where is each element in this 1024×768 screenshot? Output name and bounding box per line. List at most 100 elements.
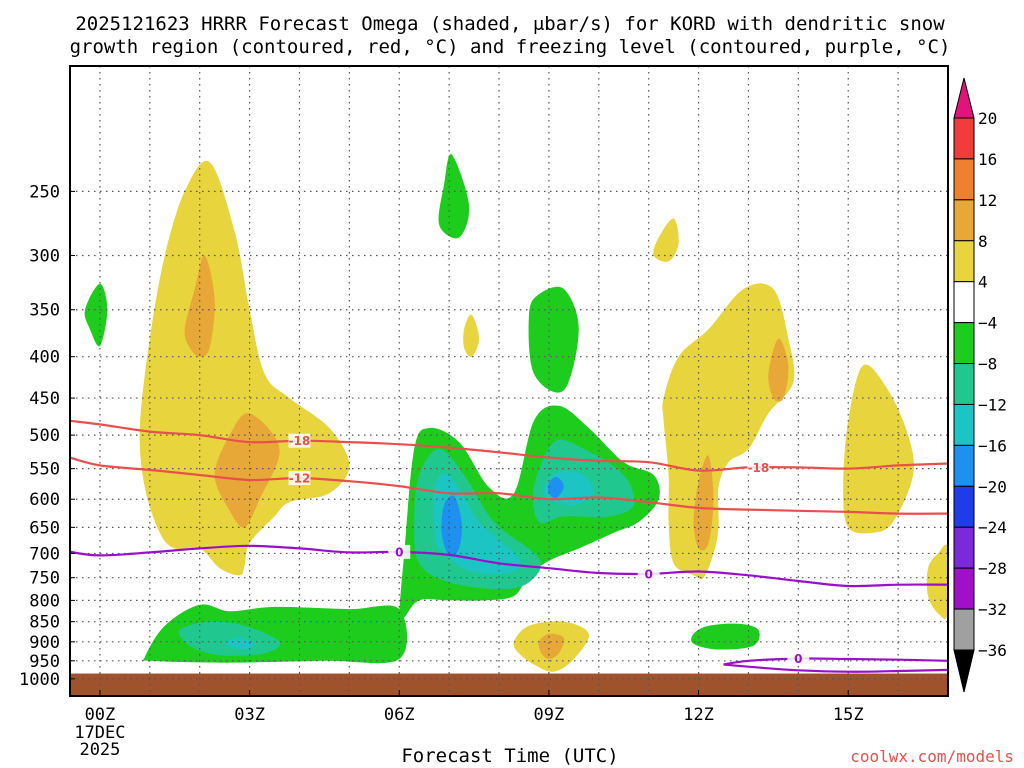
y-tick-600: 600 — [29, 490, 60, 510]
omega-region-dn-m-7 — [538, 633, 565, 659]
x-axis-label: Forecast Time (UTC) — [401, 745, 618, 767]
omega-region-up-w-7 — [691, 623, 760, 650]
colorbar-label-8: −16 — [978, 436, 1007, 455]
colorbar-box-11 — [953, 567, 975, 610]
contour-label-bg-dgz-minus18-0 — [288, 433, 311, 448]
y-tick-750: 750 — [29, 569, 60, 589]
colorbar-box-5 — [953, 322, 975, 365]
colorbar-box-0 — [953, 117, 975, 160]
y-tick-1000: 1000 — [19, 670, 60, 690]
y-tick-850: 850 — [29, 613, 60, 633]
contour-lines — [70, 419, 948, 673]
omega-region-dn-m-4 — [693, 455, 714, 551]
omega-region-up-w-3 — [528, 286, 579, 393]
colorbar-box-7 — [953, 403, 975, 446]
contour-dgz-minus12 — [70, 456, 948, 515]
y-tick-500: 500 — [29, 426, 60, 446]
contour-label-freezing-0-low-0: 0 — [794, 652, 802, 666]
colorbar-label-0: 20 — [978, 109, 997, 128]
contour-label-bg-freezing-0-low-0 — [787, 651, 810, 666]
contour-freezing-0-low-b — [723, 663, 948, 673]
omega-region-up-s-6 — [224, 637, 255, 650]
x-tick-00Z: 00Z — [85, 705, 116, 725]
y-tick-650: 650 — [29, 518, 60, 538]
y-tick-250: 250 — [29, 182, 60, 202]
y-tick-950: 950 — [29, 652, 60, 672]
omega-region-dn-w-2 — [463, 314, 480, 357]
contour-label-bg-dgz-minus12-0 — [288, 471, 311, 486]
x-tick-date-00Z: 17DEC — [74, 723, 125, 743]
colorbar-box-6 — [953, 363, 975, 405]
omega-regions — [84, 154, 948, 672]
colorbar-top-arrow — [953, 77, 975, 119]
contour-freezing-0-low — [723, 657, 948, 666]
omega-region-dn-w-3 — [653, 218, 679, 262]
x-tick-03Z: 03Z — [234, 705, 265, 725]
colorbar-label-12: −32 — [978, 600, 1007, 619]
colorbar-label-2: 12 — [978, 191, 997, 210]
colorbar-label-5: −4 — [978, 314, 997, 333]
x-tick-09Z: 09Z — [534, 705, 565, 725]
colorbar-box-10 — [953, 526, 975, 569]
y-tick-900: 900 — [29, 633, 60, 653]
colorbar-label-11: −28 — [978, 559, 1007, 578]
omega-region-dn-m-3 — [768, 338, 789, 402]
colorbar-box-8 — [953, 444, 975, 487]
plot-frame — [69, 65, 949, 697]
grid-lines — [70, 66, 948, 696]
contour-freezing-0 — [70, 544, 948, 588]
ground-rect — [70, 673, 948, 696]
colorbar-label-3: 8 — [978, 232, 988, 251]
colorbar: 20 16 12 8 4 −4 −8 −12 −16 −20 −24 −28 −32 −36 — [953, 77, 1007, 693]
colorbar-label-6: −8 — [978, 355, 997, 374]
colorbar-label-7: −12 — [978, 395, 1007, 414]
omega-region-dn-w-5 — [843, 364, 914, 534]
colorbar-box-3 — [953, 240, 975, 283]
omega-region-dn-w-4 — [662, 283, 795, 580]
contour-labels: -18 -18 -12 0 0 0 — [288, 433, 810, 666]
contour-label-freezing-0-0: 0 — [395, 545, 403, 559]
y-tick-700: 700 — [29, 544, 60, 564]
contour-label-bg-freezing-0-1 — [637, 566, 660, 581]
x-tick-06Z: 06Z — [384, 705, 415, 725]
contour-label-dgz-minus18-0: -18 — [289, 434, 311, 448]
contour-dgz-minus18 — [70, 419, 948, 472]
omega-region-up-x-4 — [441, 495, 462, 557]
contour-label-bg-freezing-0-0 — [388, 544, 411, 559]
omega-region-up-w-2 — [438, 154, 470, 239]
x-tick-year-00Z: 2025 — [79, 740, 120, 760]
colorbar-box-4 — [953, 281, 975, 324]
colorbar-bottom-arrow — [953, 649, 975, 693]
chart-title-line2: growth region (contoured, red, °C) and f… — [70, 36, 951, 58]
colorbar-label-13: −36 — [978, 641, 1007, 660]
contour-label-bg-dgz-minus18-1 — [747, 460, 770, 475]
omega-region-up-m-6 — [178, 621, 281, 656]
y-tick-300: 300 — [29, 247, 60, 267]
y-tick-800: 800 — [29, 591, 60, 611]
colorbar-label-1: 16 — [978, 150, 997, 169]
colorbar-label-4: 4 — [978, 273, 988, 292]
chart-title-line1: 2025121623 HRRR Forecast Omega (shaded, … — [75, 13, 945, 35]
y-tick-350: 350 — [29, 301, 60, 321]
contour-label-freezing-0-1: 0 — [645, 567, 653, 581]
colorbar-box-2 — [953, 199, 975, 242]
x-tick-15Z: 15Z — [833, 705, 864, 725]
y-tick-450: 450 — [29, 389, 60, 409]
colorbar-label-10: −24 — [978, 518, 1007, 537]
credit-text: coolwx.com/models — [850, 747, 1014, 766]
colorbar-box-9 — [953, 485, 975, 528]
colorbar-box-12 — [953, 608, 975, 651]
colorbar-box-1 — [953, 158, 975, 201]
x-tick-12Z: 12Z — [683, 705, 714, 725]
colorbar-label-9: −20 — [978, 477, 1007, 496]
contour-label-dgz-minus18-1: -18 — [748, 461, 770, 475]
contour-label-dgz-minus12-0: -12 — [289, 472, 311, 486]
omega-region-dn-w-6 — [926, 544, 948, 619]
ground-layer — [70, 673, 948, 696]
y-tick-550: 550 — [29, 460, 60, 480]
omega-region-up-x-5 — [548, 476, 564, 499]
omega-region-up-w-1 — [84, 283, 108, 347]
y-axis-ticks: 2503003504004505005506006507007508008509… — [19, 182, 75, 690]
